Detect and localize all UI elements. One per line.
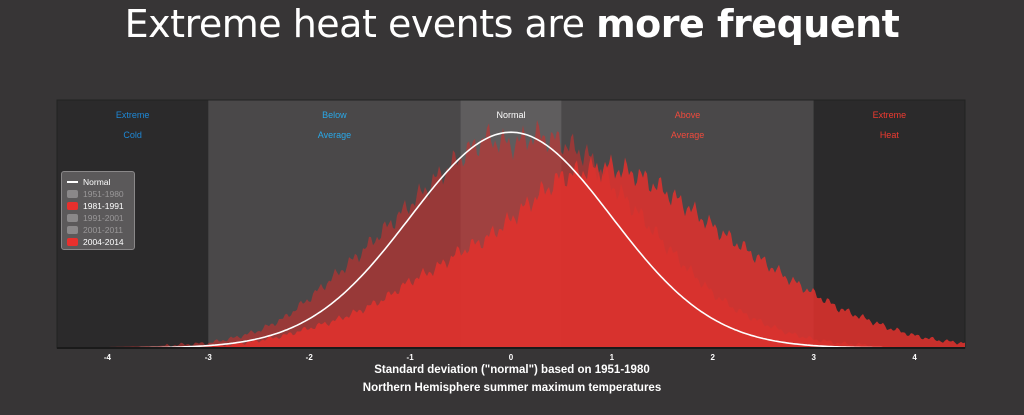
legend-color-swatch: [67, 214, 78, 222]
band-sublabel-1: Average: [318, 130, 351, 140]
legend-color-swatch: [67, 202, 78, 210]
band-sublabel-0: Cold: [123, 130, 142, 140]
legend-label: 1951-1980: [83, 189, 124, 199]
x-tick-label: 2: [711, 353, 716, 362]
legend-item[interactable]: 1981-1991: [67, 200, 134, 212]
x-tick-label: 4: [912, 353, 917, 362]
chart-title: Extreme heat events are more frequent: [0, 2, 1024, 46]
legend-color-swatch: [67, 190, 78, 198]
normal-curve-group: [57, 131, 965, 349]
legend: Normal 1951-1980 1981-1991 1991-2001 2001-20…: [61, 171, 135, 250]
legend-color-swatch: [67, 238, 78, 246]
legend-item[interactable]: 2004-2014: [67, 236, 134, 248]
band-label-4: Extreme: [873, 110, 907, 120]
legend-item[interactable]: 2001-2011: [67, 224, 134, 236]
x-tick-label: -4: [104, 353, 112, 362]
chart-title-regular: Extreme heat events are: [124, 2, 597, 46]
x-tick-label: 0: [509, 353, 514, 362]
x-tick-label: -2: [306, 353, 314, 362]
band-label-1: Below: [322, 110, 347, 120]
chart-title-bold: more frequent: [596, 2, 900, 46]
legend-item[interactable]: Normal: [67, 176, 134, 188]
x-tick-label: -1: [407, 353, 415, 362]
legend-label: 1981-1991: [83, 201, 124, 211]
x-axis: -4 -3 -2 -1 0 1 2 3 4: [57, 347, 965, 362]
legend-label: Normal: [83, 177, 111, 187]
band-labels: Extreme Cold Below Average Normal Above Averag…: [116, 110, 906, 140]
x-axis-title: Standard deviation ("normal") based on 1…: [374, 364, 650, 376]
band-label-3: Above: [675, 110, 701, 120]
x-tick-label: -3: [205, 353, 213, 362]
x-axis-subtitle: Northern Hemisphere summer maximum tempe…: [362, 382, 662, 394]
legend-line-swatch: [67, 181, 78, 183]
legend-label: 2004-2014: [83, 237, 124, 247]
legend-label: 2001-2011: [83, 225, 124, 235]
band-sublabel-3: Average: [671, 130, 704, 140]
series-areas: [57, 119, 965, 349]
band-4: [813, 100, 965, 348]
band-label-2: Normal: [496, 110, 525, 120]
normal-curve: [57, 131, 965, 349]
band-sublabel-4: Heat: [880, 130, 900, 140]
legend-color-swatch: [67, 226, 78, 234]
legend-item[interactable]: 1951-1980: [67, 188, 134, 200]
series-area-2004-2014: [57, 154, 965, 348]
band-label-0: Extreme: [116, 110, 150, 120]
legend-label: 1991-2001: [83, 213, 124, 223]
x-tick-label: 3: [811, 353, 816, 362]
legend-item[interactable]: 1991-2001: [67, 212, 134, 224]
x-tick-label: 1: [610, 353, 615, 362]
